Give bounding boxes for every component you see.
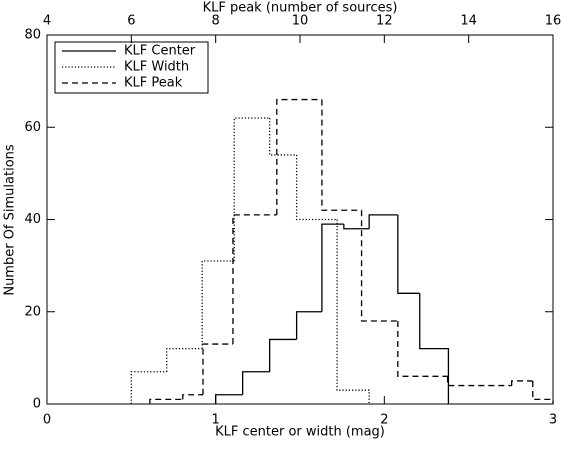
histogram-step (419, 293, 450, 404)
x-axis-label: KLF center or width (mag) (215, 425, 385, 440)
histogram-step (232, 214, 277, 345)
y-tick-label: 40 (24, 212, 41, 227)
x2-tick-label: 14 (460, 14, 477, 29)
histogram-step (360, 210, 398, 322)
legend-label: KLF Width (124, 60, 189, 75)
x2-axis-label: KLF peak (number of sources) (203, 1, 398, 16)
histogram-step (511, 380, 533, 386)
y-tick-label: 0 (33, 397, 41, 412)
histogram-step (201, 260, 235, 349)
y-tick-label: 20 (24, 304, 41, 319)
x-tick-label: 3 (549, 413, 557, 428)
histogram-step (397, 320, 448, 377)
legend-label: KLF Center (124, 44, 196, 59)
x2-tick-label: 8 (212, 14, 220, 29)
histogram-step (276, 98, 322, 215)
x2-tick-label: 12 (376, 14, 393, 29)
y-axis-label: Number Of Simulations (3, 144, 18, 296)
histogram-step (532, 380, 554, 404)
histogram-step (343, 224, 370, 230)
histogram-step (446, 376, 512, 387)
histogram-step (233, 117, 270, 262)
histogram-step (336, 219, 370, 404)
histogram-step (295, 311, 322, 340)
histogram-step (130, 371, 167, 404)
x-tick-label: 0 (43, 413, 51, 428)
histogram-step (295, 154, 338, 221)
histogram-step (321, 99, 362, 211)
histogram-step (215, 394, 243, 404)
y-tick-label: 60 (24, 120, 41, 135)
legend-label: KLF Peak (124, 76, 183, 91)
histogram-step (166, 348, 203, 372)
histogram-step (397, 214, 420, 294)
histogram-step (268, 338, 297, 372)
histogram-step (321, 223, 344, 312)
histogram-step (242, 371, 270, 395)
x2-tick-label: 16 (545, 14, 562, 29)
histogram-step (268, 118, 297, 156)
histogram-step (202, 343, 233, 395)
x2-tick-label: 10 (292, 14, 309, 29)
y-tick-label: 80 (24, 28, 41, 43)
x-tick-label: 2 (380, 413, 388, 428)
histogram-step (368, 214, 398, 229)
x2-tick-label: 4 (43, 14, 51, 29)
x-tick-label: 1 (212, 413, 220, 428)
histogram-step (182, 394, 204, 400)
histogram-step (149, 398, 183, 404)
x2-tick-label: 6 (127, 14, 135, 29)
